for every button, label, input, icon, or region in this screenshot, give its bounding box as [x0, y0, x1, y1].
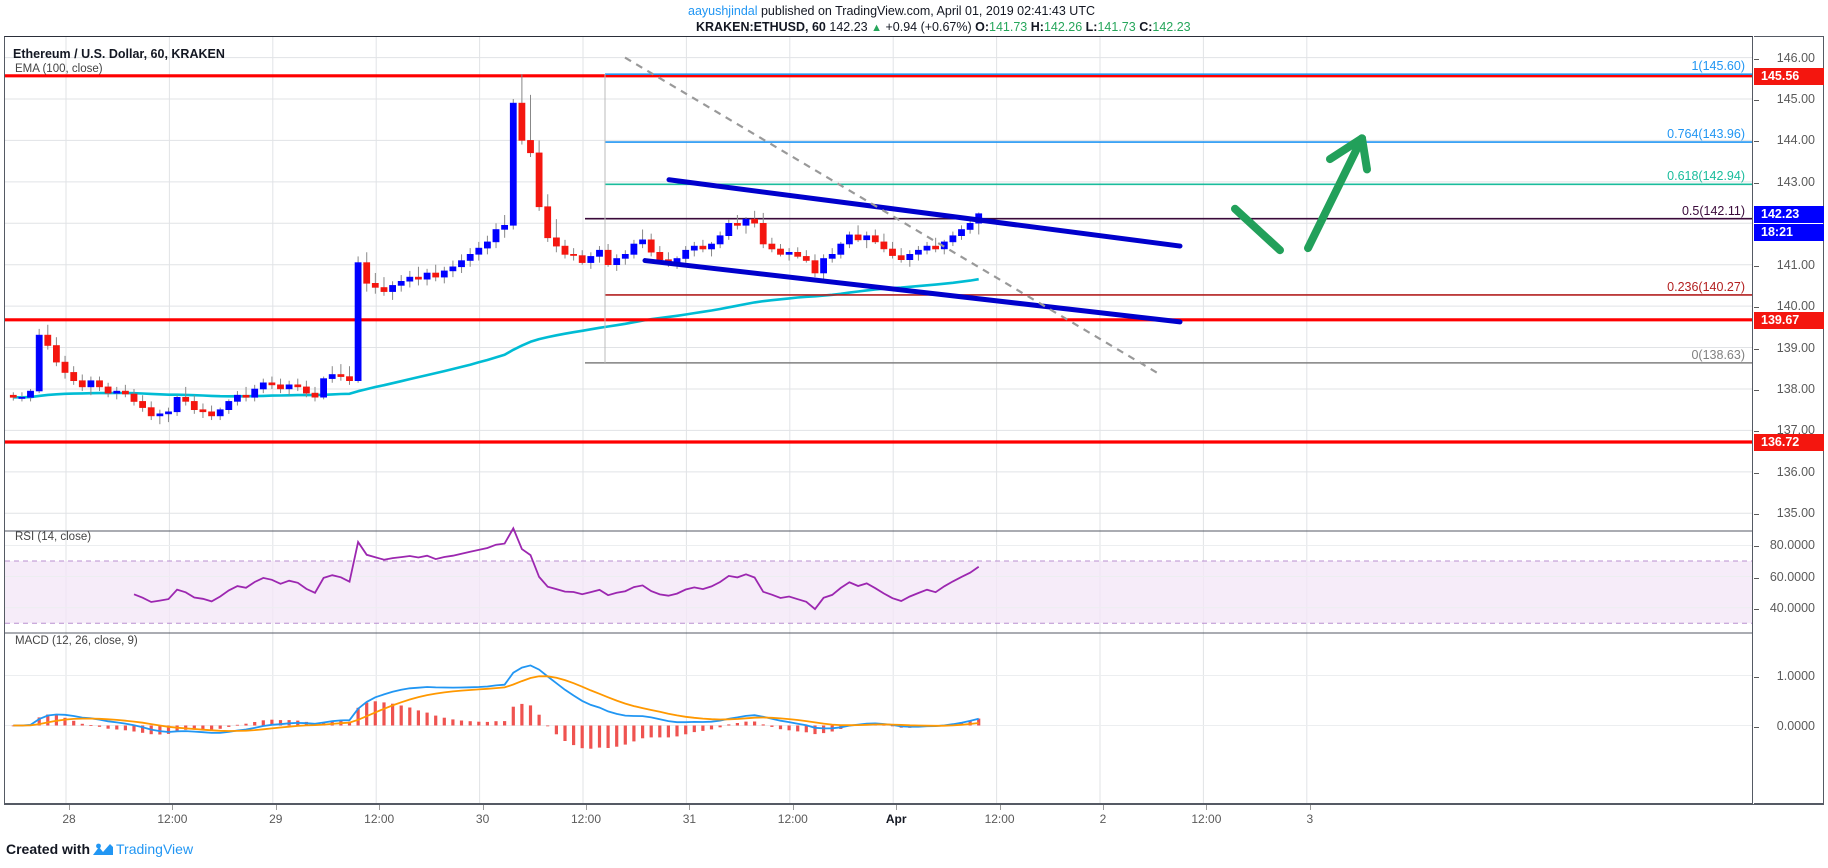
- time-axis-label: 2: [1099, 812, 1107, 826]
- time-axis-label: 31: [682, 812, 697, 826]
- open-value: 141.73: [989, 20, 1028, 34]
- quote-line: KRAKEN:ETHUSD, 60 142.23 ▲ +0.94 (+0.67%…: [696, 20, 1191, 34]
- rsi-tick-mark: [1754, 577, 1759, 579]
- price-badge-1821: 18:21: [1754, 223, 1824, 241]
- footer-credit: Created with TradingView: [6, 841, 193, 860]
- time-axis-label: 30: [475, 812, 490, 826]
- price-badge-13672: 136.72: [1754, 434, 1824, 451]
- time-tick-mark: [482, 805, 484, 810]
- price-tick-mark: [1754, 348, 1759, 350]
- chart-canvas: [5, 37, 1752, 803]
- high-label: H:: [1030, 20, 1044, 34]
- price-tick-mark: [1754, 472, 1759, 474]
- high-value: 142.26: [1043, 20, 1083, 34]
- time-tick-mark: [896, 805, 898, 810]
- price-badge-14223: 142.23: [1754, 205, 1824, 223]
- time-axis-label: 12:00: [157, 812, 188, 826]
- macd-tick-mark: [1754, 726, 1759, 728]
- price-tick-mark: [1754, 514, 1759, 516]
- time-axis-label: 12:00: [777, 812, 808, 826]
- price-axis-label: 141.00: [1776, 257, 1815, 272]
- close-value: 142.23: [1152, 20, 1191, 34]
- rsi-tick-mark: [1754, 546, 1759, 548]
- chart-title: Ethereum / U.S. Dollar, 60, KRAKEN: [13, 47, 225, 61]
- time-tick-mark: [1309, 805, 1311, 810]
- chart-info-header: aayushjindal published on TradingView.co…: [0, 0, 1828, 34]
- price-axis-label: 144.00: [1776, 133, 1815, 148]
- time-axis-label: 12:00: [984, 812, 1015, 826]
- price-axis-label: 135.00: [1776, 506, 1815, 521]
- ema-legend: EMA (100, close): [15, 63, 103, 75]
- fib-label-1: 1(145.60): [1691, 59, 1745, 74]
- time-axis-label: 12:00: [570, 812, 602, 826]
- price-tick-mark: [1754, 182, 1759, 184]
- time-tick-mark: [689, 805, 691, 810]
- rsi-axis-label: 60.0000: [1769, 569, 1815, 584]
- time-tick-mark: [999, 805, 1001, 810]
- price-tick-mark: [1754, 307, 1759, 309]
- rsi-axis-label: 80.0000: [1769, 538, 1815, 553]
- price-axis-label: 139.00: [1776, 340, 1815, 355]
- close-label: C:: [1139, 20, 1153, 34]
- price-axis-label: 145.00: [1776, 91, 1815, 106]
- low-value: 141.73: [1097, 20, 1136, 34]
- time-tick-mark: [275, 805, 277, 810]
- price-axis-label: 140.00: [1776, 299, 1815, 314]
- price-axis[interactable]: 146.00 145.00 144.00 143.00 141.00 140.00 139.…: [1754, 36, 1824, 804]
- price-axis-label: 138.00: [1776, 381, 1815, 396]
- created-with-label: Created with: [6, 841, 91, 857]
- price-tick-mark: [1754, 431, 1759, 433]
- rsi-axis-label: 40.0000: [1769, 600, 1815, 615]
- fib-label-0618: 0.618(142.94): [1667, 169, 1745, 184]
- price-axis-label: 143.00: [1776, 174, 1815, 189]
- price-badge-14556: 145.56: [1754, 67, 1824, 85]
- rsi-legend: RSI (14, close): [15, 531, 92, 543]
- macd-tick-mark: [1754, 676, 1759, 678]
- chart-plot-frame[interactable]: Ethereum / U.S. Dollar, 60, KRAKEN EMA (…: [4, 36, 1753, 804]
- price-tick-mark: [1754, 58, 1759, 60]
- author-name: aayushjindal: [688, 4, 758, 18]
- macd-legend: MACD (12, 26, close, 9): [15, 635, 138, 647]
- macd-axis-label: 1.0000: [1776, 668, 1815, 683]
- time-tick-mark: [1206, 805, 1208, 810]
- time-axis-label: 12:00: [364, 812, 395, 826]
- price-axis-label: 137.00: [1776, 423, 1815, 438]
- rsi-tick-mark: [1754, 608, 1759, 610]
- low-label: L:: [1085, 20, 1098, 34]
- time-axis-label: 28: [62, 812, 76, 826]
- time-tick-mark: [379, 805, 381, 810]
- tradingview-brand: TradingView: [116, 841, 194, 857]
- price-axis-label: 136.00: [1776, 464, 1815, 479]
- price-tick-mark: [1754, 265, 1759, 267]
- fib-label-0764: 0.764(143.96): [1667, 127, 1745, 142]
- symbol-label: KRAKEN:ETHUSD, 60: [696, 20, 826, 34]
- time-tick-mark: [1103, 805, 1104, 810]
- time-tick-mark: [586, 805, 587, 810]
- fib-label-0236: 0.236(140.27): [1667, 279, 1745, 294]
- price-badge-13967: 139.67: [1754, 311, 1824, 329]
- time-tick-mark: [172, 805, 174, 810]
- price-axis-label: 146.00: [1776, 50, 1815, 65]
- publish-text: published on TradingView.com, April 01, …: [757, 4, 1095, 18]
- time-tick-mark: [792, 805, 794, 810]
- price-tick-mark: [1754, 99, 1759, 101]
- fib-label-0: 0(138.63): [1691, 347, 1745, 362]
- macd-axis-label: 0.0000: [1776, 718, 1815, 733]
- price-tick-mark: [1754, 141, 1759, 143]
- time-axis[interactable]: 28 12:00 29 12:00 30 12:00 31 12:00 Apr 12:00 2 12:…: [4, 804, 1824, 834]
- last-price: 142.23: [829, 20, 868, 34]
- up-triangle-icon: ▲: [871, 22, 882, 34]
- fib-label-05: 0.5(142.11): [1681, 203, 1745, 218]
- tradingview-logo-icon: [92, 843, 114, 860]
- time-axis-label: 12:00: [1191, 812, 1222, 826]
- price-change: +0.94 (+0.67%): [885, 20, 972, 34]
- price-tick-mark: [1754, 389, 1759, 391]
- publish-line: aayushjindal published on TradingView.co…: [688, 4, 1095, 18]
- time-axis-label: Apr: [885, 812, 907, 826]
- time-axis-label: 3: [1306, 812, 1314, 826]
- time-tick-mark: [69, 805, 70, 810]
- time-axis-label: 29: [269, 812, 283, 826]
- open-label: O:: [975, 20, 990, 34]
